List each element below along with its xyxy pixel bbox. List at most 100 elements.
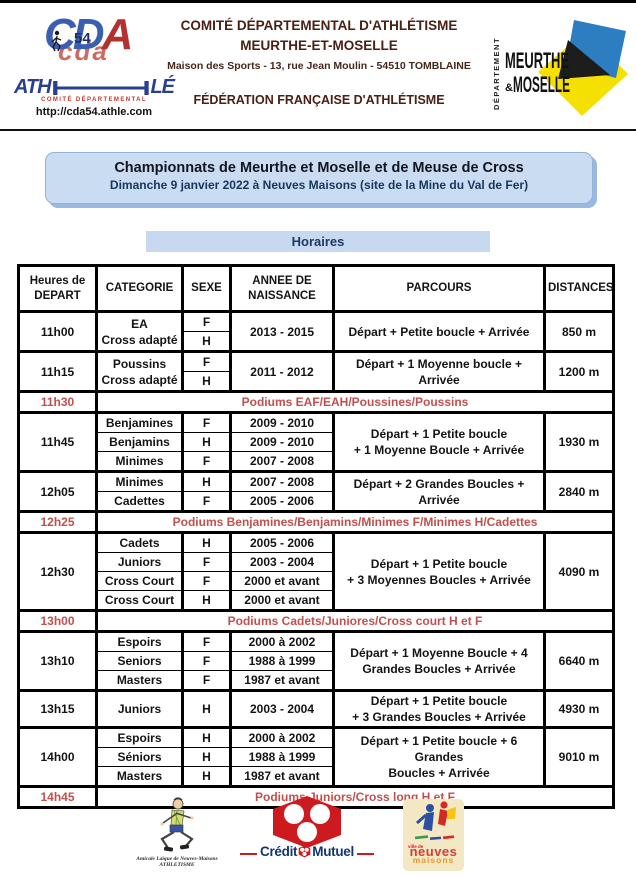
- sexe-cell: H: [181, 766, 231, 787]
- distance-cell: 4930 m: [543, 689, 614, 728]
- barbell-icon: [52, 80, 149, 95]
- sexe-cell: H: [181, 531, 231, 553]
- athle-ath: ATH: [14, 76, 52, 98]
- podium-row: 13h00 Podiums Cadets/Juniores/Cross cour…: [18, 609, 614, 632]
- col-header-categorie: CATEGORIE: [95, 265, 183, 312]
- category-cell: Minimes: [95, 451, 183, 472]
- distance-cell: 1930 m: [543, 411, 614, 472]
- annee-cell: 2000 et avant: [229, 590, 334, 611]
- category-cell: Cadets: [95, 531, 183, 553]
- sexe-cell: F: [181, 670, 231, 691]
- nm-ville-text: ville de: [408, 844, 424, 849]
- podium-label-cell: Podiums Juniors/Cross long H et F: [95, 785, 614, 808]
- sexe-cell: H: [181, 689, 231, 728]
- sexe-cell: F: [181, 491, 231, 512]
- schedule-table: Heures de DEPART CATEGORIE SEXE ANNEE DE…: [17, 264, 615, 809]
- podium-time-cell: 14h45: [18, 785, 97, 808]
- category-cell: Espoirs: [95, 726, 183, 748]
- podium-row: 14h45 Podiums Juniors/Cross long H et F: [18, 785, 614, 808]
- distance-cell: 6640 m: [543, 630, 614, 691]
- runner-sketch-icon: [160, 797, 194, 852]
- table-row: 12h05 Minimes H 2007 - 2008 Départ + 2 G…: [18, 470, 614, 512]
- cda-letter-a: A: [101, 10, 134, 59]
- category-cell: Minimes: [95, 470, 183, 492]
- section-title-horaires: Horaires: [146, 231, 490, 252]
- sexe-cell: F: [181, 651, 231, 671]
- credit-mutuel-logo: Crédit Mutuel: [232, 796, 382, 859]
- time-cell: 13h15: [18, 689, 97, 728]
- club-logo: Amicale Laïque de Neuves-Maisons ATHLETI…: [112, 797, 242, 868]
- table-row: Minimes F 2007 - 2008: [19, 451, 614, 472]
- category-cell: Juniors: [95, 552, 183, 572]
- sexe-cell: F: [181, 630, 231, 652]
- club-name-text: Amicale Laïque de Neuves-Maisons: [136, 856, 218, 862]
- time-cell: 12h30: [18, 531, 97, 611]
- table-row: 14h00 Espoirs H 2000 à 2002 Départ + 1 P…: [18, 726, 614, 787]
- category-cell: Cross Court: [95, 571, 183, 591]
- podium-label-cell: Podiums EAF/EAH/Poussines/Poussins: [95, 390, 614, 413]
- sexe-cell: F: [181, 552, 231, 572]
- cda-website-url: http://cda54.athle.com: [35, 106, 153, 118]
- club-athletisme-text: ATHLETISME: [159, 862, 195, 868]
- table-row: Cadettes F 2005 - 2006: [19, 491, 614, 512]
- mm-moselle-text: MOSELLE: [513, 72, 570, 97]
- annee-cell: 2007 - 2008: [229, 470, 334, 492]
- cm-right-rule: [356, 852, 374, 855]
- annee-cell: 1988 à 1999: [229, 747, 334, 767]
- category-cell: Espoirs: [95, 630, 183, 652]
- meurthe-moselle-logo: DÉPARTEMENT MEURTHE & MOSELLE: [492, 20, 628, 116]
- podium-label-cell: Podiums Cadets/Juniores/Cross court H et…: [95, 609, 614, 632]
- category-cell: Benjamines: [95, 411, 183, 433]
- time-cell: 11h45: [18, 411, 97, 472]
- time-cell: 12h05: [18, 470, 97, 512]
- category-cell: Cross Court: [95, 590, 183, 611]
- category-cell: Benjamins: [95, 432, 183, 452]
- annee-cell: 1987 et avant: [229, 670, 334, 691]
- table-row: Cross Court F 2000 et avant: [19, 571, 614, 591]
- mm-meurthe-text: MEURTHE: [505, 48, 569, 73]
- annee-cell: 2000 à 2002: [229, 726, 334, 748]
- annee-cell: 2013 - 2015: [229, 310, 334, 352]
- annee-cell: 2005 - 2006: [229, 491, 334, 512]
- cm-credit-text: Crédit: [260, 844, 298, 859]
- col-header-annee: ANNEE DE NAISSANCE: [229, 265, 334, 312]
- annee-cell: 2011 - 2012: [229, 350, 334, 392]
- podium-row: 12h25 Podiums Benjamines/Benjamins/Minim…: [18, 510, 614, 533]
- runner-icon: [51, 30, 62, 52]
- time-cell: 13h10: [18, 630, 97, 691]
- cm-left-rule: [240, 852, 258, 855]
- parcours-cell: Départ + 1 Petite boucle + 3 Grandes Bou…: [332, 689, 545, 728]
- event-subtitle: Dimanche 9 janvier 2022 à Neuves Maisons…: [109, 178, 529, 192]
- athle-le: LÉ: [150, 76, 175, 98]
- event-title-box: Championnats de Meurthe et Moselle et de…: [45, 152, 593, 204]
- parcours-cell: Départ + 2 Grandes Boucles + Arrivée: [332, 470, 545, 512]
- distance-cell: 2840 m: [543, 470, 614, 512]
- cm-mini-emblem-icon: [298, 845, 311, 858]
- podium-time-cell: 13h00: [18, 609, 97, 632]
- mm-departement-text: DÉPARTEMENT: [492, 37, 501, 110]
- sexe-cell: F: [181, 451, 231, 472]
- parcours-cell: Départ + 1 Petite boucle + 6 Grandes Bou…: [332, 726, 545, 787]
- category-cell: EA Cross adapté: [95, 310, 183, 352]
- time-cell: 11h15: [18, 350, 97, 392]
- sexe-cell: H: [181, 371, 231, 392]
- category-cell: Masters: [95, 766, 183, 787]
- neuves-maisons-figures-icon: [414, 801, 456, 840]
- cda-number: 54: [74, 30, 91, 47]
- cda-committee-label: COMITÉ DÉPARTEMENTAL: [41, 97, 147, 103]
- table-row: 13h15 Juniors H 2003 - 2004 Départ + 1 P…: [18, 689, 614, 728]
- distance-cell: 850 m: [543, 310, 614, 352]
- podium-row: 11h30 Podiums EAF/EAH/Poussines/Poussins: [18, 390, 614, 413]
- credit-mutuel-emblem-icon: [273, 796, 341, 848]
- distance-cell: 1200 m: [543, 350, 614, 392]
- athle-wordmark: ATH LÉ: [14, 76, 175, 99]
- table-row: 11h15 Poussins Cross adapté F 2011 - 201…: [18, 350, 614, 392]
- time-cell: 14h00: [18, 726, 97, 787]
- letterhead-federation: FÉDÉRATION FRANÇAISE D'ATHLÉTISME: [193, 93, 445, 107]
- parcours-cell: Départ + 1 Petite boucle + 3 Moyennes Bo…: [332, 531, 545, 611]
- cda-letters: CDA: [44, 10, 134, 60]
- category-cell: Poussins Cross adapté: [95, 350, 183, 392]
- time-cell: 11h00: [18, 310, 97, 352]
- table-row: Masters H 1987 et avant: [19, 766, 614, 787]
